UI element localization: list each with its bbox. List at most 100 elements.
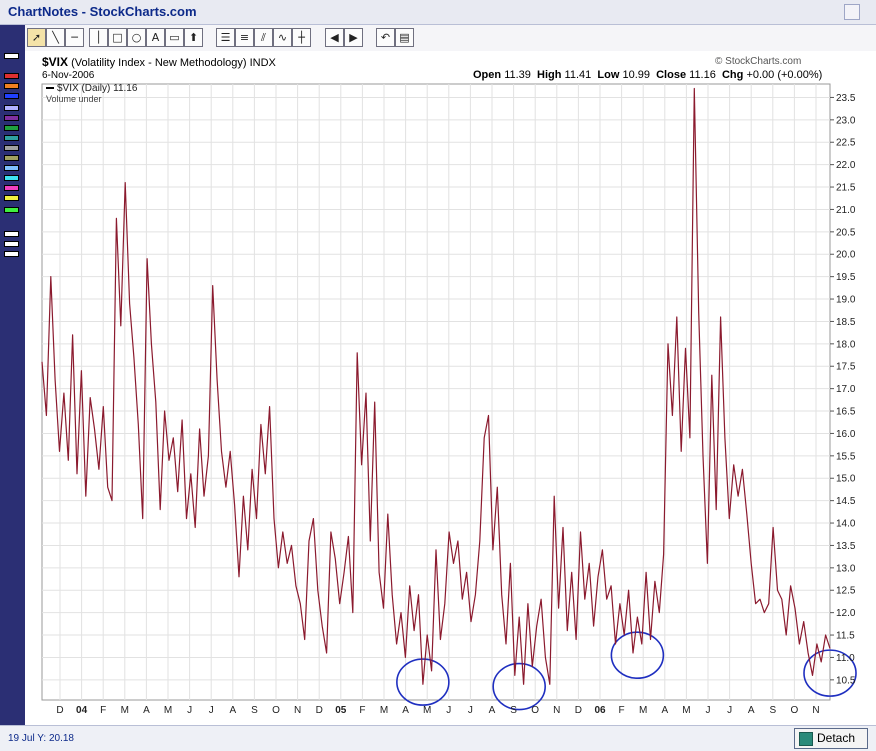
x-tick-label: M [380, 705, 388, 716]
y-tick-label: 22.0 [836, 160, 856, 171]
y-tick-label: 19.0 [836, 295, 856, 306]
x-tick-label: D [56, 705, 63, 716]
legend-volume: Volume under [46, 94, 102, 104]
color-swatch-orange[interactable] [4, 83, 19, 89]
high-label: High [537, 69, 562, 81]
y-tick-label: 16.5 [836, 407, 856, 418]
circle-tool[interactable]: ○ [127, 28, 146, 47]
chg-label: Chg [721, 69, 744, 81]
color-swatch-olive[interactable] [4, 155, 19, 161]
line-style-thick[interactable] [4, 251, 19, 257]
color-swatch-lightblue[interactable] [4, 165, 19, 171]
y-tick-label: 12.5 [836, 586, 856, 597]
line-style-medium[interactable] [4, 241, 19, 247]
detach-button[interactable]: Detach [794, 728, 868, 749]
y-tick-label: 17.5 [836, 362, 856, 373]
y-tick-label: 18.0 [836, 339, 856, 350]
callout-tool[interactable]: ▭ [165, 28, 184, 47]
annotation-circle[interactable] [803, 649, 857, 697]
chart-title: $VIX (Volatility Index - New Methodology… [42, 55, 276, 69]
chg-value: +0.00 (+0.00%) [746, 69, 823, 81]
x-tick-label: O [272, 705, 280, 716]
color-swatch-gray[interactable] [4, 145, 19, 151]
copyright: © StockCharts.com [715, 56, 802, 67]
line-tool[interactable]: ╲ [46, 28, 65, 47]
pointer-tool[interactable]: ➚ [27, 28, 46, 47]
x-tick-label: A [229, 705, 236, 716]
vix-series-line [41, 87, 831, 685]
x-tick-label: O [791, 705, 799, 716]
window-close-button[interactable] [844, 4, 860, 20]
y-tick-label: 15.5 [836, 451, 856, 462]
x-tick-label: S [510, 705, 517, 716]
back-tool[interactable]: ◀ [325, 28, 344, 47]
x-tick-label: 06 [594, 705, 606, 716]
color-swatch-green[interactable] [4, 125, 19, 131]
x-tick-label: M [682, 705, 690, 716]
low-value: 10.99 [622, 69, 650, 81]
channel-tool[interactable]: ≡ [235, 28, 254, 47]
close-label: Close [656, 69, 687, 81]
x-tick-label: N [812, 705, 819, 716]
line-style-thin[interactable] [4, 231, 19, 237]
undo-tool[interactable]: ↶ [376, 28, 395, 47]
color-swatch-navy[interactable] [4, 105, 19, 111]
x-tick-label: M [639, 705, 647, 716]
arrow-tool[interactable]: ⬆ [184, 28, 203, 47]
x-tick-label: 05 [335, 705, 347, 716]
rectangle-tool[interactable]: □ [108, 28, 127, 47]
y-tick-label: 13.5 [836, 541, 856, 552]
forward-tool[interactable]: ▶ [344, 28, 363, 47]
annotation-circle[interactable] [396, 658, 450, 706]
color-swatch-lime[interactable] [4, 207, 19, 213]
cursor-readout: 19 Jul Y: 20.18 [8, 733, 74, 744]
measure-tool[interactable]: ┼ [292, 28, 311, 47]
y-tick-label: 20.0 [836, 250, 856, 261]
plot-border [41, 83, 831, 701]
x-tick-label: J [727, 705, 732, 716]
color-swatch-teal[interactable] [4, 135, 19, 141]
legend-line-icon [46, 87, 54, 90]
open-label: Open [473, 69, 502, 81]
x-tick-label: S [769, 705, 776, 716]
high-value: 11.41 [564, 69, 592, 81]
fibonacci-tool[interactable]: ☰ [216, 28, 235, 47]
x-tick-label: J [706, 705, 711, 716]
detach-icon [799, 732, 813, 746]
color-swatch-black[interactable] [4, 53, 19, 59]
x-tick-label: A [748, 705, 755, 716]
x-tick-label: O [531, 705, 539, 716]
color-swatch-purple[interactable] [4, 115, 19, 121]
y-tick-label: 11.0 [836, 653, 855, 664]
color-swatch-yellow[interactable] [4, 195, 19, 201]
detach-label: Detach [817, 731, 856, 745]
y-tick-label: 21.0 [836, 205, 856, 216]
ohlc-readout: Open 11.39 High 11.41 Low 10.99 Close 11… [473, 69, 822, 81]
legend-series-label: $VIX (Daily) 11.16 [57, 83, 138, 94]
chart-date: 6-Nov-2006 [42, 70, 95, 81]
vertical-line-tool[interactable]: │ [89, 28, 108, 47]
y-tick-label: 14.0 [836, 519, 856, 530]
y-tick-label: 18.5 [836, 317, 856, 328]
pitchfork-tool[interactable]: ⫽ [254, 28, 273, 47]
close-value: 11.16 [689, 69, 716, 81]
clear-tool[interactable]: ▤ [395, 28, 414, 47]
trendline-tool[interactable]: ∿ [273, 28, 292, 47]
x-tick-label: M [423, 705, 431, 716]
color-swatch-pink[interactable] [4, 185, 19, 191]
y-tick-label: 12.0 [836, 608, 856, 619]
horizontal-line-tool[interactable]: ─ [65, 28, 84, 47]
color-swatch-cyan[interactable] [4, 175, 19, 181]
color-swatch-blue[interactable] [4, 93, 19, 99]
y-tick-label: 14.5 [836, 496, 856, 507]
symbol: $VIX [42, 55, 69, 69]
drawing-toolbar: ➚ ╲ ─ │ □ ○ A ▭ ⬆ ☰ ≡ ⫽ ∿ ┼ ◀ ▶ ↶ ▤ [25, 25, 876, 52]
window-title: ChartNotes - StockCharts.com [8, 4, 197, 19]
y-tick-label: 22.5 [836, 138, 856, 149]
text-tool[interactable]: A [146, 28, 165, 47]
annotation-circle[interactable] [492, 662, 546, 711]
color-swatch-red[interactable] [4, 73, 19, 79]
annotation-circle[interactable] [610, 631, 665, 680]
x-tick-label: S [251, 705, 258, 716]
